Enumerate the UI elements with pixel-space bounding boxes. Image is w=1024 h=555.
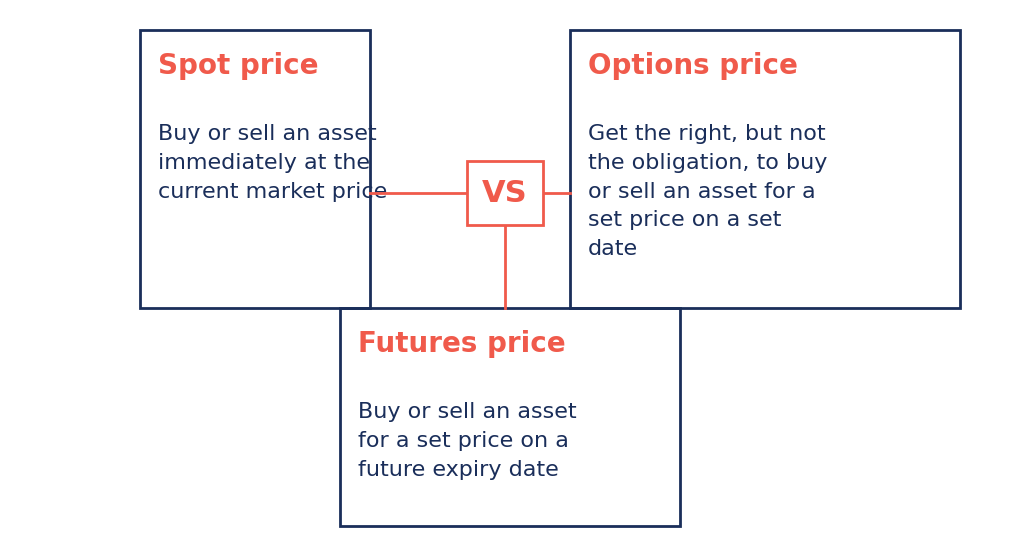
Text: Get the right, but not
the obligation, to buy
or sell an asset for a
set price o: Get the right, but not the obligation, t… xyxy=(588,124,827,259)
Bar xyxy=(340,308,680,526)
Text: VS: VS xyxy=(482,179,527,208)
Text: Options price: Options price xyxy=(588,52,798,80)
Text: Buy or sell an asset
for a set price on a
future expiry date: Buy or sell an asset for a set price on … xyxy=(358,402,577,480)
Bar xyxy=(140,30,370,308)
Text: Buy or sell an asset
immediately at the
current market price: Buy or sell an asset immediately at the … xyxy=(158,124,387,201)
Bar xyxy=(467,161,543,225)
Bar xyxy=(570,30,961,308)
Text: Spot price: Spot price xyxy=(158,52,318,80)
Text: Futures price: Futures price xyxy=(358,330,565,358)
